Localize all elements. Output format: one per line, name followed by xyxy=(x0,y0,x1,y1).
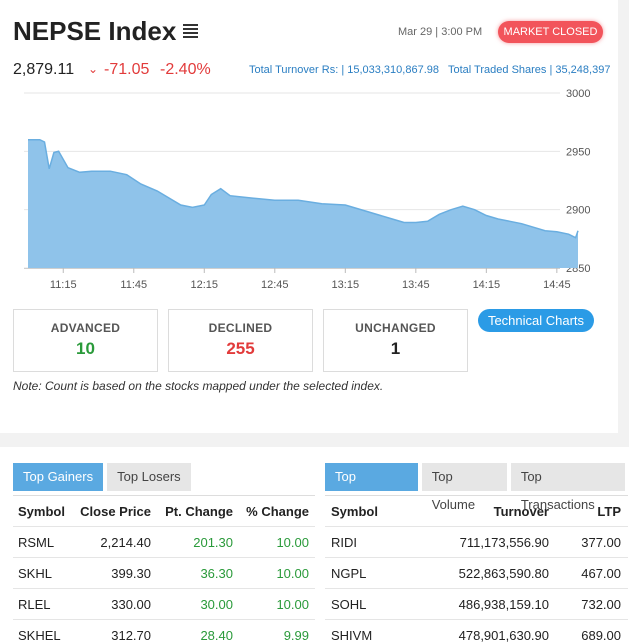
table-row[interactable]: RLEL 330.00 30.00 10.00 xyxy=(13,589,315,620)
column-header[interactable]: % Change xyxy=(246,504,309,519)
table-row[interactable]: RSML 2,214.40 201.30 10.00 xyxy=(13,527,315,558)
pt-change-cell: 30.00 xyxy=(200,597,233,612)
pt-change-cell: 36.30 xyxy=(200,566,233,581)
pct-change-cell: 10.00 xyxy=(276,566,309,581)
table-row[interactable]: SOHL 486,938,159.10 732.00 xyxy=(325,589,628,620)
table-row[interactable]: SHIVM 478,901,630.90 689.00 xyxy=(325,620,628,643)
index-change-point: -71.05 xyxy=(104,61,150,78)
close-price-cell: 312.70 xyxy=(111,628,151,643)
pct-change-cell: 9.99 xyxy=(283,628,309,643)
symbol-cell[interactable]: NGPL xyxy=(331,566,367,581)
turnover-table: Symbol Turnover LTP RIDI 711,173,556.90 … xyxy=(325,495,628,643)
turnover-cell: 522,863,590.80 xyxy=(458,566,549,581)
index-line xyxy=(28,138,579,239)
close-price-cell: 330.00 xyxy=(111,597,151,612)
total-turnover: Total Turnover Rs: | 15,033,310,867.98 xyxy=(249,64,439,76)
table-header-row: Symbol Turnover LTP xyxy=(325,496,628,527)
column-header[interactable]: LTP xyxy=(597,504,621,519)
tab-top-volume[interactable]: Top Volume xyxy=(421,463,507,512)
gainers-table: Symbol Close Price Pt. Change % Change R… xyxy=(13,495,315,643)
market-status-badge: MARKET CLOSED xyxy=(498,21,603,43)
x-tick-label: 12:45 xyxy=(261,279,289,291)
x-tick-label: 13:15 xyxy=(332,279,360,291)
table-row[interactable]: RIDI 711,173,556.90 377.00 xyxy=(325,527,628,558)
ltp-cell: 377.00 xyxy=(581,535,621,550)
close-price-cell: 399.30 xyxy=(111,566,151,581)
x-tick-label: 12:15 xyxy=(191,279,219,291)
column-header[interactable]: Symbol xyxy=(18,504,65,519)
pct-change-cell: 10.00 xyxy=(276,535,309,550)
pt-change-cell: 201.30 xyxy=(193,535,233,550)
x-tick-label: 14:15 xyxy=(473,279,501,291)
advanced-count: 10 xyxy=(76,339,95,358)
symbol-cell[interactable]: SKHEL xyxy=(18,628,61,643)
tab-top-turnover[interactable]: Top Turnover xyxy=(325,463,418,512)
y-tick-label: 3000 xyxy=(566,88,590,100)
symbol-cell[interactable]: RSML xyxy=(18,535,55,550)
declined-count: 255 xyxy=(226,339,255,358)
ltp-cell: 689.00 xyxy=(581,628,621,643)
index-area xyxy=(28,139,578,268)
x-tick-label: 11:15 xyxy=(50,279,77,291)
technical-charts-button[interactable]: Technical Charts xyxy=(478,309,594,332)
symbol-cell[interactable]: RIDI xyxy=(331,535,357,550)
index-note: Note: Count is based on the stocks mappe… xyxy=(13,379,384,393)
page-title: NEPSE Index xyxy=(13,16,177,46)
unchanged-label: UNCHANGED xyxy=(355,321,436,335)
symbol-cell[interactable]: RLEL xyxy=(18,597,51,612)
x-tick-label: 11:45 xyxy=(120,279,147,291)
chevron-down-icon: ⌄ xyxy=(88,62,99,76)
ltp-cell: 467.00 xyxy=(581,566,621,581)
index-value: 2,879.11 xyxy=(13,61,75,78)
tab-top-losers[interactable]: Top Losers xyxy=(107,463,191,491)
pt-change-cell: 28.40 xyxy=(200,628,233,643)
x-tick-label: 14:45 xyxy=(543,279,571,291)
pct-change-cell: 10.00 xyxy=(276,597,309,612)
declined-box: DECLINED 255 xyxy=(168,309,313,372)
table-row[interactable]: SKHEL 312.70 28.40 9.99 xyxy=(13,620,315,643)
symbol-cell[interactable]: SOHL xyxy=(331,597,367,612)
column-header[interactable]: Pt. Change xyxy=(165,504,233,519)
declined-label: DECLINED xyxy=(208,321,273,335)
table-header-row: Symbol Close Price Pt. Change % Change xyxy=(13,496,315,527)
market-datetime: Mar 29 | 3:00 PM xyxy=(398,26,483,38)
column-header[interactable]: Close Price xyxy=(80,504,151,519)
gainers-tabs: Top Gainers Top Losers xyxy=(13,463,195,491)
close-price-cell: 2,214.40 xyxy=(100,535,151,550)
turnover-summary: Total Turnover Rs: | 15,033,310,867.98 T… xyxy=(249,64,610,76)
column-header[interactable]: Turnover xyxy=(493,504,549,519)
y-tick-label: 2950 xyxy=(566,146,590,158)
turnover-cell: 478,901,630.90 xyxy=(458,628,549,643)
turnover-cell: 711,173,556.90 xyxy=(459,535,549,550)
advanced-box: ADVANCED 10 xyxy=(13,309,158,372)
index-change-percent: -2.40% xyxy=(160,61,211,78)
menu-icon[interactable] xyxy=(183,24,198,38)
x-tick-label: 13:45 xyxy=(402,279,430,291)
total-traded-shares: Total Traded Shares | 35,248,397 xyxy=(447,64,611,76)
turnover-tabs: Top Turnover Top Volume Top Transactions xyxy=(325,463,629,512)
y-tick-label: 2900 xyxy=(566,205,590,217)
tab-top-gainers[interactable]: Top Gainers xyxy=(13,463,104,491)
ltp-cell: 732.00 xyxy=(581,597,621,612)
symbol-cell[interactable]: SKHL xyxy=(18,566,52,581)
tab-top-transactions[interactable]: Top Transactions xyxy=(510,463,626,512)
unchanged-count: 1 xyxy=(390,339,401,358)
column-header[interactable]: Symbol xyxy=(331,504,378,519)
turnover-cell: 486,938,159.10 xyxy=(458,597,549,612)
unchanged-box: UNCHANGED 1 xyxy=(323,309,468,372)
advanced-label: ADVANCED xyxy=(50,321,121,335)
table-row[interactable]: SKHL 399.30 36.30 10.00 xyxy=(13,558,315,589)
symbol-cell[interactable]: SHIVM xyxy=(331,628,373,643)
table-row[interactable]: NGPL 522,863,590.80 467.00 xyxy=(325,558,628,589)
